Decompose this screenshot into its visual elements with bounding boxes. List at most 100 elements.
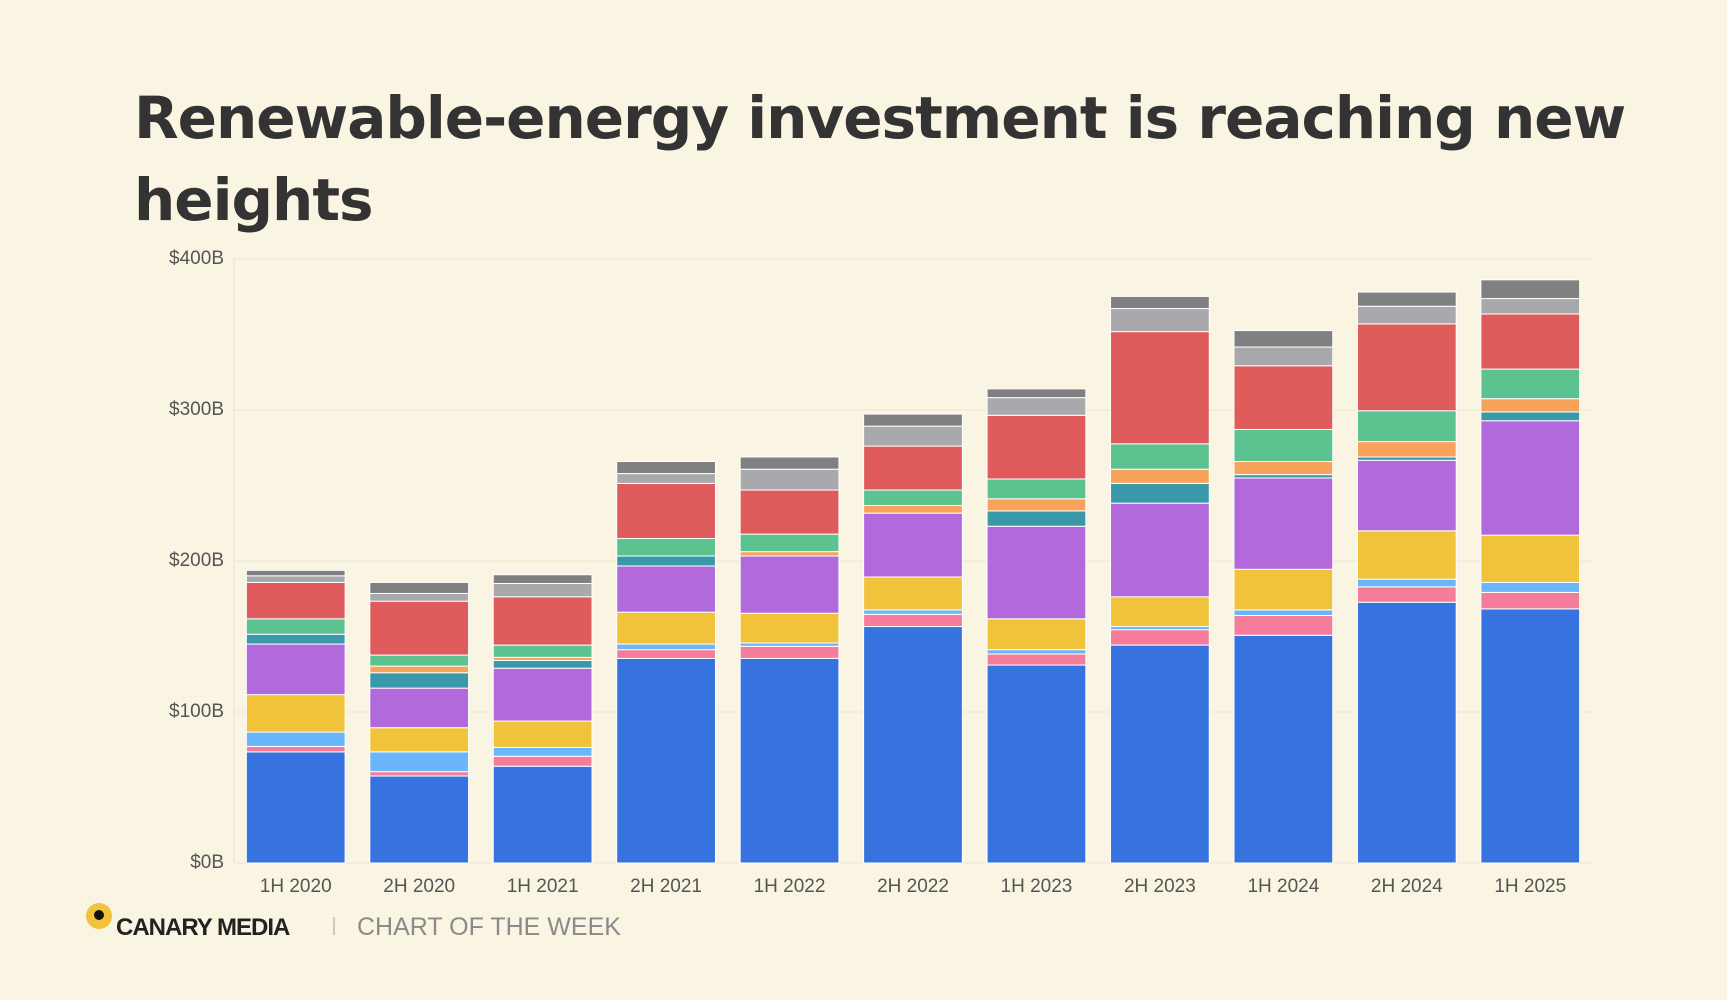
bar-segment (245, 694, 346, 733)
bar-segment (1356, 586, 1457, 603)
x-tick-label: 1H 2022 (754, 876, 826, 897)
bar-segment (1110, 502, 1210, 598)
bar-segment (369, 581, 470, 594)
y-tick-label: $300B (169, 399, 224, 420)
bar-segment (616, 565, 716, 613)
bar-segment (1110, 468, 1210, 484)
bar-segment (1233, 568, 1334, 611)
bar-segment (1233, 477, 1334, 570)
bar-segment (1110, 644, 1210, 864)
bar-segment (986, 510, 1087, 527)
bar-segment (863, 445, 963, 491)
bar-segment (1480, 608, 1581, 864)
bar-segment (245, 575, 346, 583)
bar-segment (369, 654, 470, 667)
y-tick-label: $100B (169, 701, 224, 722)
bar-segment (1110, 443, 1210, 470)
y-tick-label: $400B (169, 248, 224, 269)
bar-segment (1480, 313, 1581, 370)
bar-segment (1356, 578, 1457, 588)
bar-segment (616, 643, 716, 651)
bar-segment (492, 755, 593, 767)
bar-segment (492, 574, 593, 584)
bar-segment (1233, 330, 1334, 348)
x-tick-label: 1H 2020 (260, 876, 332, 897)
bar-segment (1233, 346, 1334, 367)
tagline: CHART OF THE WEEK (357, 913, 621, 941)
bar-segment (492, 582, 593, 598)
bar-segment (492, 660, 593, 669)
bar-segment (739, 533, 840, 553)
bar-segment (986, 525, 1087, 620)
brand: CANARY MEDIA (116, 914, 290, 941)
bar-segment (1233, 428, 1334, 462)
bar-segment (492, 644, 593, 658)
bar-segment (986, 414, 1087, 480)
bar-segment (1480, 411, 1581, 422)
bar-segment (1480, 591, 1581, 610)
bar-segment (1356, 601, 1457, 864)
bar-segment (986, 653, 1087, 666)
bar-segment (863, 425, 963, 447)
bar-segment (1233, 609, 1334, 617)
bar-segment (1110, 629, 1210, 646)
bar-segment (369, 727, 470, 753)
bar-segment (245, 581, 346, 620)
bar-segment (616, 473, 716, 484)
bar-segment (1356, 459, 1457, 532)
bar-segment (986, 649, 1087, 655)
bar-segment (1233, 460, 1334, 476)
bar-segment (1356, 530, 1457, 580)
bar-segment (739, 489, 840, 535)
x-tick-label: 1H 2023 (1001, 876, 1073, 897)
x-tick-label: 2H 2024 (1371, 876, 1443, 897)
x-tick-label: 1H 2025 (1494, 876, 1566, 897)
bar-segment (245, 731, 346, 747)
bar-segment (1110, 308, 1210, 333)
bar-segment (863, 489, 963, 506)
bar-segment (739, 555, 840, 614)
bar-segment (369, 600, 470, 656)
bar-segment (739, 456, 840, 470)
bar-segment (492, 596, 593, 646)
x-tick-label: 2H 2020 (383, 876, 455, 897)
bar-segment (492, 746, 593, 757)
bar-segment (245, 569, 346, 577)
bar-segment (245, 751, 346, 864)
bar-segment (739, 468, 840, 491)
bar-segment (616, 482, 716, 540)
chart-title: Renewable-energy investment is reaching … (134, 84, 1625, 234)
bar-segment (1480, 279, 1581, 300)
bar-segment (1480, 534, 1581, 583)
bar-segment (863, 613, 963, 628)
bar-segment (1480, 581, 1581, 593)
bar-segment (986, 618, 1087, 651)
y-tick-label: $200B (169, 550, 224, 571)
bar-segment (1356, 410, 1457, 443)
bar-segment (369, 771, 470, 777)
logo-eye (94, 910, 104, 920)
bar-segment (369, 775, 470, 864)
bar-segment (245, 643, 346, 696)
bar-segment (1110, 295, 1210, 310)
bar-segment (1233, 615, 1334, 636)
bar-segment (1356, 305, 1457, 325)
bar-segment (616, 460, 716, 475)
x-tick-label: 1H 2021 (507, 876, 579, 897)
bar-segment (863, 504, 963, 514)
bar-segment (369, 672, 470, 689)
bar-segment (616, 538, 716, 557)
bar-segment (369, 751, 470, 773)
bar-segment (863, 413, 963, 427)
bar-segment (986, 388, 1087, 399)
bar-segment (1110, 482, 1210, 504)
x-tick-label: 2H 2021 (630, 876, 702, 897)
x-tick-label: 2H 2022 (877, 876, 949, 897)
bar-segment (492, 667, 593, 722)
bar-segment (739, 645, 840, 659)
bar-segment (1110, 596, 1210, 628)
bar-segment (1110, 331, 1210, 445)
bar-segment (1356, 323, 1457, 412)
x-tick-label: 2H 2023 (1124, 876, 1196, 897)
